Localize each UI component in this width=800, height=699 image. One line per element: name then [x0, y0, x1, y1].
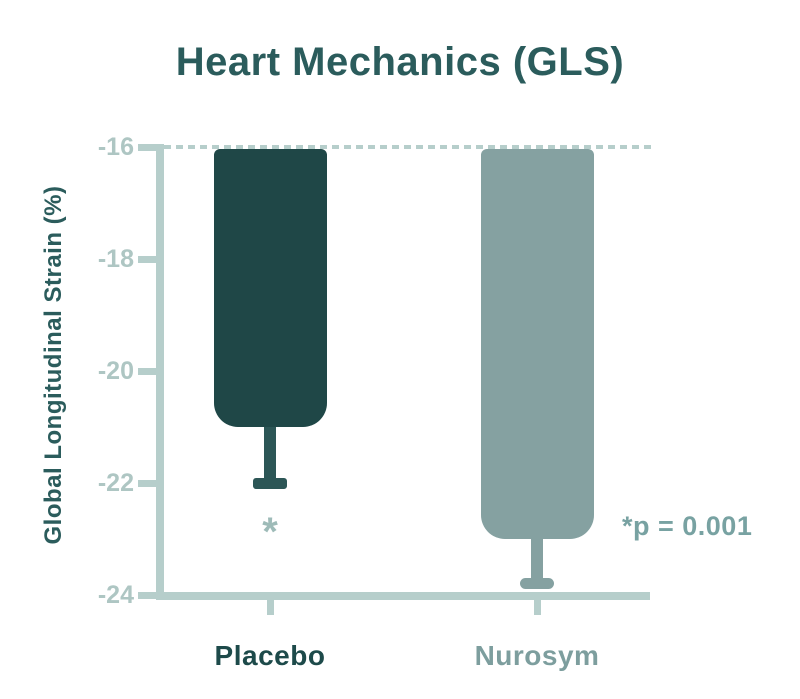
- category-label-placebo: Placebo: [214, 640, 326, 671]
- y-tick--22: [138, 479, 164, 487]
- y-tick-label: -16: [97, 133, 134, 161]
- bar-nurosym: [480, 149, 594, 539]
- y-tick--20: [138, 367, 164, 375]
- bar-placebo: [213, 149, 327, 427]
- error-bar-stem-placebo: [264, 417, 276, 483]
- p-value-annotation: *p = 0.001: [622, 511, 753, 541]
- y-tick-label: -22: [97, 469, 134, 497]
- y-tick--18: [138, 255, 164, 263]
- y-tick--24: [138, 591, 164, 599]
- x-tick-placebo: [266, 600, 274, 615]
- y-tick-label: -24: [97, 581, 134, 609]
- y-tick--16: [138, 143, 164, 151]
- x-tick-nurosym: [533, 600, 541, 615]
- baseline-dashed-line: [164, 145, 653, 149]
- category-label-nurosym: Nurosym: [474, 640, 600, 671]
- significance-asterisk: *: [262, 510, 278, 554]
- error-bar-cap-nurosym: [520, 578, 554, 590]
- x-axis-line: [156, 592, 650, 600]
- y-tick-label: -20: [97, 357, 134, 385]
- error-bar-cap-placebo: [253, 477, 287, 489]
- chart-title: Heart Mechanics (GLS): [175, 40, 625, 84]
- error-bar-stem-nurosym: [531, 529, 543, 584]
- y-tick-label: -18: [97, 245, 134, 273]
